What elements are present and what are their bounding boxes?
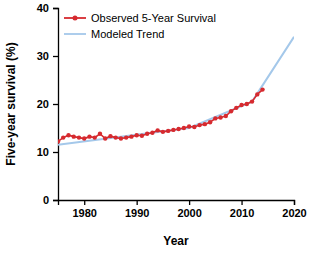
marker	[150, 131, 154, 135]
tick-mark	[53, 56, 58, 57]
tick-mark	[189, 200, 190, 205]
marker	[239, 103, 243, 107]
marker	[224, 114, 228, 118]
marker	[161, 130, 165, 134]
marker	[140, 133, 144, 137]
y-axis: 0 10 20 30 40	[37, 2, 59, 206]
marker	[203, 122, 207, 126]
tick: 1980	[72, 200, 96, 219]
marker	[61, 135, 65, 139]
legend-label: Observed 5-Year Survival	[91, 12, 216, 24]
series-line	[58, 90, 263, 142]
tick-mark	[53, 8, 58, 9]
legend-item: Modeled Trend	[64, 28, 164, 40]
tick-mark	[53, 104, 58, 105]
data-area	[58, 37, 294, 145]
marker	[93, 135, 97, 139]
marker	[234, 106, 238, 110]
tick: 20	[37, 98, 58, 110]
marker	[155, 128, 159, 132]
legend: Observed 5-Year Survival Modeled Trend	[64, 12, 216, 40]
marker	[129, 134, 133, 138]
plot: 1980 1990 2000 2010 2020 0 10 20 30 40 Observed 5-…	[37, 2, 307, 219]
tick-label: 2000	[177, 207, 201, 219]
marker	[197, 123, 201, 127]
marker	[77, 135, 81, 139]
tick: 10	[37, 146, 58, 158]
series-line	[58, 37, 294, 145]
tick: 0	[43, 194, 58, 206]
tick-label: 20	[37, 98, 49, 110]
marker	[229, 109, 233, 113]
tick-label: 10	[37, 146, 49, 158]
y-axis-title: Five-year survival (%)	[4, 42, 18, 165]
tick-mark	[53, 200, 58, 201]
tick-label: 2010	[230, 207, 254, 219]
tick-mark	[294, 200, 295, 205]
marker	[145, 132, 149, 136]
x-axis-title: Year	[163, 234, 189, 248]
legend-item: Observed 5-Year Survival	[64, 12, 216, 24]
x-axis: 1980 1990 2000 2010 2020	[59, 200, 307, 219]
tick-mark	[53, 152, 58, 153]
y-axis-line	[53, 9, 59, 201]
tick-label: 1990	[125, 207, 149, 219]
tick: 1990	[125, 200, 149, 219]
marker	[192, 125, 196, 129]
legend-marker	[73, 16, 78, 21]
x-axis-line	[59, 201, 295, 206]
marker	[187, 124, 191, 128]
legend-label: Modeled Trend	[91, 28, 164, 40]
marker	[208, 120, 212, 124]
tick-label: 40	[37, 2, 49, 14]
legend-swatch	[64, 33, 86, 35]
marker	[171, 128, 175, 132]
tick: 40	[37, 2, 58, 14]
marker	[218, 115, 222, 119]
tick-mark	[137, 200, 138, 205]
tick: 2010	[230, 200, 254, 219]
marker	[98, 132, 102, 136]
marker	[66, 133, 70, 137]
tick-label: 30	[37, 50, 49, 62]
marker	[260, 87, 264, 91]
marker	[166, 129, 170, 133]
marker	[250, 99, 254, 103]
marker	[72, 134, 76, 138]
tick: 30	[37, 50, 58, 62]
marker	[113, 135, 117, 139]
marker	[182, 126, 186, 130]
marker	[103, 136, 107, 140]
tick-label: 1980	[72, 207, 96, 219]
marker	[108, 134, 112, 138]
tick-mark	[84, 200, 85, 205]
marker	[255, 92, 259, 96]
marker	[245, 102, 249, 106]
tick: 2000	[177, 200, 201, 219]
chart: 1980 1990 2000 2010 2020 0 10 20 30 40 Observed 5-…	[0, 0, 330, 259]
marker	[87, 134, 91, 138]
tick: 2020	[282, 200, 306, 219]
marker	[176, 127, 180, 131]
marker	[82, 136, 86, 140]
marker	[119, 136, 123, 140]
tick-label: 2020	[282, 207, 306, 219]
marker	[134, 133, 138, 137]
marker	[58, 139, 60, 143]
marker	[124, 135, 128, 139]
tick-mark	[241, 200, 242, 205]
marker	[213, 116, 217, 120]
tick-label: 0	[43, 194, 49, 206]
